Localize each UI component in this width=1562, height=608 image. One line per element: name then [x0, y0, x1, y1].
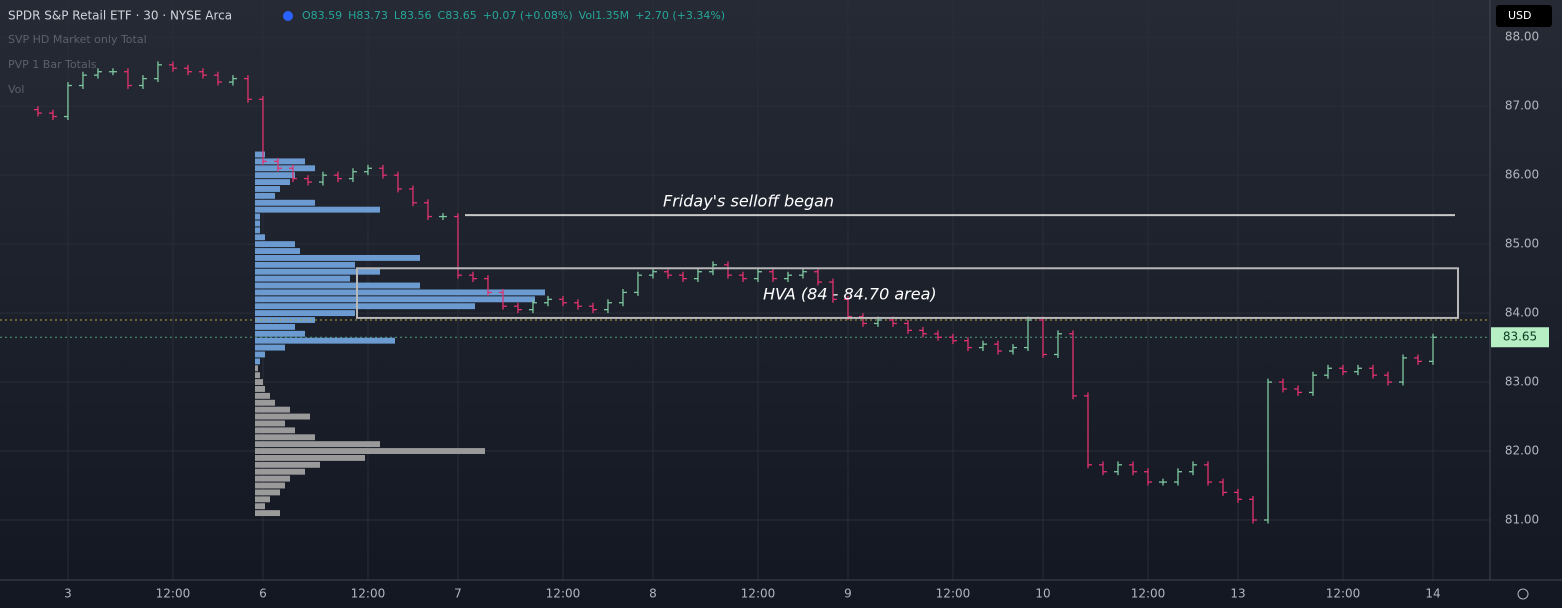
- annotation-text: HVA (84 - 84.70 area): [763, 285, 937, 304]
- profile-bar: [255, 337, 395, 344]
- profile-bar: [255, 420, 285, 427]
- x-tick-label: 7: [454, 587, 462, 601]
- profile-bar: [255, 448, 485, 454]
- profile-bar: [255, 151, 265, 158]
- header-value: +0.07 (+0.08%): [483, 9, 573, 22]
- profile-bar: [255, 275, 350, 282]
- currency-label[interactable]: USD: [1508, 9, 1532, 22]
- profile-bar: [255, 379, 263, 386]
- header-value: Vol1.35M: [579, 9, 629, 22]
- currency-button[interactable]: [1496, 5, 1552, 27]
- profile-bar: [255, 330, 305, 337]
- profile-bar: [255, 510, 280, 517]
- profile-bar: [255, 503, 265, 510]
- profile-bar: [255, 489, 280, 496]
- y-tick-label: 86.00: [1505, 168, 1539, 182]
- profile-bar: [255, 475, 290, 482]
- status-icon: [283, 11, 293, 21]
- profile-bar: [255, 303, 475, 310]
- profile-bar: [255, 192, 275, 199]
- profile-bar: [255, 454, 365, 461]
- settings-icon[interactable]: [1517, 588, 1529, 600]
- annotation-box: [356, 267, 1459, 319]
- profile-bar: [255, 199, 315, 206]
- y-tick-label: 87.00: [1505, 99, 1539, 113]
- x-tick-label: 12:00: [1326, 587, 1361, 601]
- profile-bar: [255, 482, 285, 489]
- profile-bar: [255, 461, 320, 468]
- indicator-label: SVP HD Market only Total: [8, 33, 147, 46]
- indicator-label: PVP 1 Bar Totals: [8, 58, 97, 71]
- profile-bar: [255, 165, 315, 172]
- profile-bar: [255, 392, 270, 399]
- profile-bar: [255, 234, 265, 241]
- profile-bar: [255, 365, 258, 372]
- profile-bar: [255, 434, 315, 441]
- profile-bar: [255, 427, 295, 434]
- header-value: L83.56: [394, 9, 432, 22]
- profile-bar: [255, 158, 305, 165]
- profile-bar: [255, 399, 275, 406]
- profile-bar: [255, 227, 260, 234]
- last-price-box: [1491, 327, 1549, 348]
- annotation-text: Friday's selloff began: [663, 192, 834, 211]
- x-tick-label: 13: [1230, 587, 1245, 601]
- profile-bar: [255, 254, 420, 261]
- profile-bar: [255, 358, 260, 365]
- x-tick-label: 6: [259, 587, 267, 601]
- profile-bar: [255, 496, 270, 503]
- profile-bar: [255, 310, 355, 317]
- profile-bar: [255, 261, 355, 268]
- header-value: +2.70 (+3.34%): [635, 9, 725, 22]
- profile-bar: [255, 323, 295, 330]
- x-tick-label: 9: [844, 587, 852, 601]
- profile-bar: [255, 241, 295, 248]
- profile-bar: [255, 248, 300, 254]
- profile-bar: [255, 406, 290, 413]
- x-tick-label: 12:00: [1131, 587, 1166, 601]
- profile-bar: [255, 206, 380, 213]
- profile-bar: [255, 386, 265, 392]
- x-tick-label: 14: [1425, 587, 1440, 601]
- y-tick-label: 85.00: [1505, 237, 1539, 251]
- x-tick-label: 12:00: [741, 587, 776, 601]
- profile-bar: [255, 468, 305, 475]
- last-price-label: 83.65: [1503, 330, 1537, 344]
- profile-bar: [255, 179, 290, 186]
- profile-bar: [255, 441, 380, 448]
- profile-bar: [255, 296, 535, 303]
- profile-bar: [255, 413, 310, 420]
- profile-bar: [255, 186, 280, 192]
- chart-title: SPDR S&P Retail ETF · 30 · NYSE Arca: [8, 9, 232, 23]
- x-tick-label: 12:00: [351, 587, 386, 601]
- indicator-label: Vol: [8, 83, 24, 96]
- profile-bar: [255, 289, 545, 296]
- y-tick-label: 81.00: [1505, 513, 1539, 527]
- profile-bar: [255, 372, 260, 379]
- header-value: C83.65: [438, 9, 477, 22]
- x-tick-label: 12:00: [936, 587, 971, 601]
- x-tick-label: 12:00: [546, 587, 581, 601]
- x-tick-label: 3: [64, 587, 72, 601]
- profile-bar: [255, 344, 285, 351]
- profile-bar: [255, 268, 380, 275]
- y-tick-label: 84.00: [1505, 306, 1539, 320]
- profile-bar: [255, 172, 295, 179]
- x-tick-label: 8: [649, 587, 657, 601]
- x-tick-label: 10: [1035, 587, 1050, 601]
- profile-bar: [255, 213, 260, 220]
- y-tick-label: 83.00: [1505, 375, 1539, 389]
- profile-bar: [255, 220, 260, 227]
- y-tick-label: 82.00: [1505, 444, 1539, 458]
- x-tick-label: 12:00: [156, 587, 191, 601]
- header-value: O83.59: [302, 9, 342, 22]
- profile-bar: [255, 282, 420, 289]
- header-value: H83.73: [348, 9, 388, 22]
- y-tick-label: 88.00: [1505, 30, 1539, 44]
- profile-bar: [255, 351, 265, 358]
